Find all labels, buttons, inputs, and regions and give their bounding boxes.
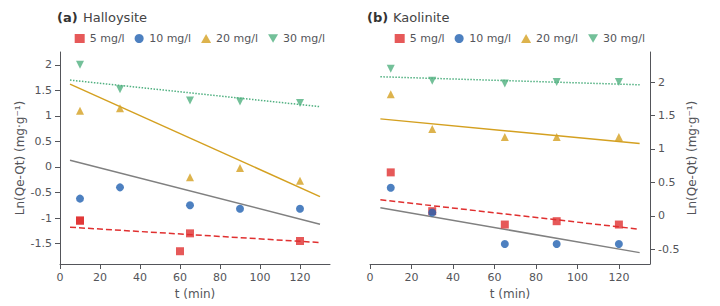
svg-text:100: 100 (250, 271, 271, 284)
svg-text:2: 2 (45, 58, 52, 71)
svg-text:100: 100 (567, 271, 588, 284)
svg-text:-0.5: -0.5 (658, 243, 679, 256)
svg-text:20 mg/l: 20 mg/l (536, 32, 578, 45)
svg-text:-1.5: -1.5 (31, 237, 52, 250)
svg-text:(b): (b) (367, 10, 388, 25)
svg-text:0: 0 (45, 160, 52, 173)
svg-text:0.5: 0.5 (658, 176, 676, 189)
svg-text:40: 40 (133, 271, 147, 284)
svg-text:2: 2 (658, 76, 665, 89)
svg-text:60: 60 (487, 271, 501, 284)
svg-text:Ln(Qe-Qt) (mg·g⁻¹): Ln(Qe-Qt) (mg·g⁻¹) (13, 101, 27, 215)
svg-text:30 mg/l: 30 mg/l (283, 32, 325, 45)
svg-text:5 mg/l: 5 mg/l (410, 32, 445, 45)
svg-text:t (min): t (min) (490, 287, 531, 301)
svg-text:1: 1 (45, 109, 52, 122)
svg-text:10 mg/l: 10 mg/l (149, 32, 191, 45)
svg-text:80: 80 (529, 271, 543, 284)
svg-text:60: 60 (173, 271, 187, 284)
svg-text:0: 0 (57, 271, 64, 284)
svg-text:40: 40 (446, 271, 460, 284)
svg-text:-0.5: -0.5 (31, 186, 52, 199)
svg-text:Ln(Qe-Qt) (mg·g⁻¹): Ln(Qe-Qt) (mg·g⁻¹) (685, 101, 699, 215)
svg-text:Kaolinite: Kaolinite (393, 10, 449, 25)
svg-text:30 mg/l: 30 mg/l (603, 32, 645, 45)
svg-text:1.5: 1.5 (35, 84, 53, 97)
svg-text:(a): (a) (57, 10, 78, 25)
svg-text:80: 80 (213, 271, 227, 284)
svg-text:20: 20 (93, 271, 107, 284)
svg-text:20: 20 (404, 271, 418, 284)
svg-text:120: 120 (290, 271, 311, 284)
svg-text:5 mg/l: 5 mg/l (90, 32, 125, 45)
svg-text:120: 120 (608, 271, 629, 284)
svg-text:0: 0 (658, 209, 665, 222)
svg-text:t (min): t (min) (175, 287, 216, 301)
svg-text:-1: -1 (41, 212, 52, 225)
svg-text:1: 1 (658, 142, 665, 155)
svg-text:Halloysite: Halloysite (83, 10, 147, 25)
svg-text:0: 0 (367, 271, 374, 284)
svg-text:0.5: 0.5 (35, 135, 53, 148)
svg-text:10 mg/l: 10 mg/l (469, 32, 511, 45)
svg-text:1.5: 1.5 (658, 109, 676, 122)
svg-text:20 mg/l: 20 mg/l (216, 32, 258, 45)
